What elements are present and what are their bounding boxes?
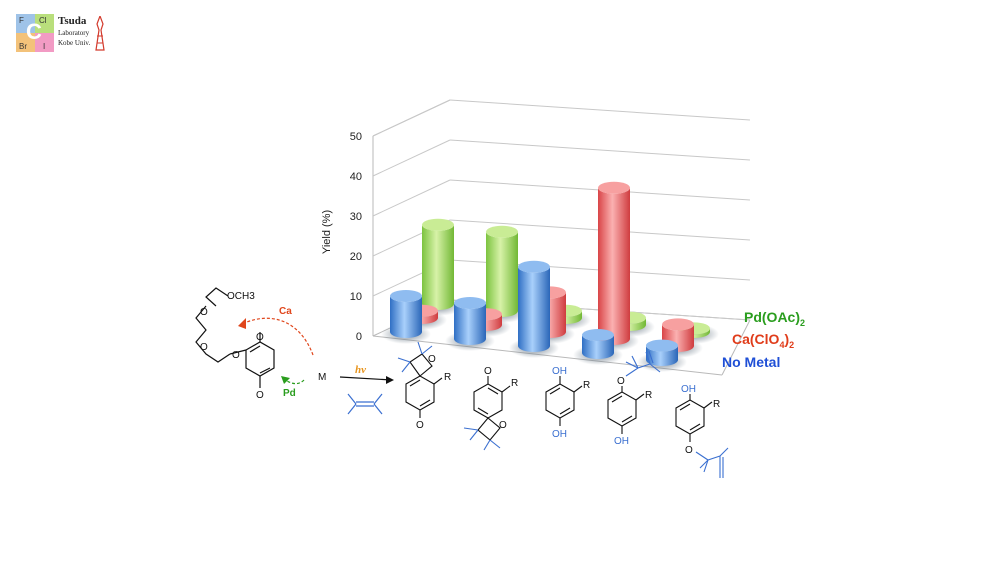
logo-cell-i: I xyxy=(35,33,54,52)
methoxy-label: OCH3 xyxy=(227,291,255,302)
bar-body xyxy=(646,345,678,366)
y-tick-label: 0 xyxy=(356,331,362,343)
bar-body xyxy=(518,266,550,352)
bar-nometal-3 xyxy=(509,260,559,358)
bar-nometal-4 xyxy=(573,329,623,365)
hv-label: hν xyxy=(355,364,366,376)
bar-top xyxy=(486,225,518,238)
bar-body xyxy=(454,303,486,345)
bar-nometal-5 xyxy=(637,339,687,372)
product-1-methyls xyxy=(397,341,433,373)
product-4-structure xyxy=(607,386,645,434)
logo-name: Tsuda xyxy=(58,15,87,27)
legend-ca: Ca(ClO4)2 xyxy=(732,331,794,350)
quinone-o-bottom: O xyxy=(256,390,264,401)
pd-label: Pd xyxy=(283,388,296,399)
bar-nometal-1 xyxy=(381,290,431,344)
crown-quinone-structure xyxy=(195,287,275,388)
logo-line2: Laboratory xyxy=(58,29,90,37)
bar-nometal-2 xyxy=(445,297,495,351)
y-tick-label: 40 xyxy=(350,171,362,183)
floor-right-edge xyxy=(721,319,751,376)
ca-arrowhead xyxy=(238,318,246,329)
bar-top xyxy=(422,218,454,231)
product-3-structure xyxy=(545,376,583,426)
gridline-back xyxy=(449,139,751,161)
bar-top xyxy=(662,318,694,331)
legend-no-metal: No Metal xyxy=(722,354,780,370)
product-5-r: R xyxy=(713,399,720,410)
quinone-o-top: O xyxy=(256,332,264,343)
metal-label: M xyxy=(318,372,326,383)
product-3-oh-bottom: OH xyxy=(552,429,567,440)
product-4-oh: OH xyxy=(614,436,629,447)
bar-body xyxy=(390,296,422,338)
bar-top xyxy=(598,181,630,194)
product-1-r: R xyxy=(444,372,451,383)
product-3-r: R xyxy=(583,380,590,391)
bar-body xyxy=(422,224,454,310)
product-2-o-ring: O xyxy=(499,420,507,431)
legend-pd: Pd(OAc)2 xyxy=(744,309,805,328)
gridline-side xyxy=(372,179,451,217)
logo-line3: Kobe Univ. xyxy=(58,39,91,47)
product-1-o-ring: O xyxy=(428,354,436,365)
kobe-tower-icon xyxy=(94,14,106,52)
logo-big-letter: C xyxy=(26,19,42,44)
bar-body xyxy=(582,335,614,359)
product-5-prenyl xyxy=(695,447,729,478)
bar-top xyxy=(390,290,422,302)
bar-body xyxy=(598,187,630,345)
lab-logo: F Cl Br I C Tsuda Laboratory Kobe Univ. xyxy=(16,14,110,54)
gridline-side xyxy=(372,139,451,177)
product-1-structure xyxy=(405,353,443,418)
product-5-structure xyxy=(675,394,713,442)
y-tick-label: 50 xyxy=(350,131,362,143)
reaction-arrowhead xyxy=(386,376,394,384)
y-axis-label: Yield (%) xyxy=(321,210,333,254)
gridline-side xyxy=(372,99,451,137)
alkene-reagent xyxy=(347,393,383,415)
logo-cell-f: F xyxy=(16,14,35,33)
bar-top xyxy=(646,339,678,352)
logo-cell-br: Br xyxy=(16,33,35,52)
product-4-prenyl xyxy=(625,350,661,377)
y-tick-label: 10 xyxy=(350,291,362,303)
ether-o-3: O xyxy=(232,350,240,361)
product-4-r: R xyxy=(645,390,652,401)
product-5-o: O xyxy=(685,445,693,456)
product-3-oh-top: OH xyxy=(552,366,567,377)
product-5-oh: OH xyxy=(681,384,696,395)
product-4-o: O xyxy=(617,376,625,387)
bar-top xyxy=(518,260,550,273)
y-tick-label: 30 xyxy=(350,211,362,223)
product-2-methyls xyxy=(463,427,501,451)
legend: Pd(OAc)2 Ca(ClO4)2 No Metal xyxy=(722,309,805,370)
bar-top xyxy=(454,297,486,309)
pd-arrowhead xyxy=(281,376,290,384)
product-1-o: O xyxy=(416,420,424,431)
product-2-o: O xyxy=(484,366,492,377)
y-tick-label: 20 xyxy=(350,251,362,263)
gridline-back xyxy=(449,99,751,121)
ca-arrow xyxy=(239,317,314,356)
logo-cell-cl: Cl xyxy=(35,14,54,33)
product-2-r: R xyxy=(511,378,518,389)
ether-o-2: O xyxy=(200,342,208,353)
bar-top xyxy=(582,329,614,341)
reaction-arrow xyxy=(339,376,393,381)
ca-label: Ca xyxy=(279,306,292,317)
bar-body xyxy=(486,231,518,317)
y-tick-labels: 0 10 20 30 40 50 xyxy=(350,131,362,343)
bar-cylinders xyxy=(381,181,719,372)
ether-o-1: O xyxy=(200,307,208,318)
